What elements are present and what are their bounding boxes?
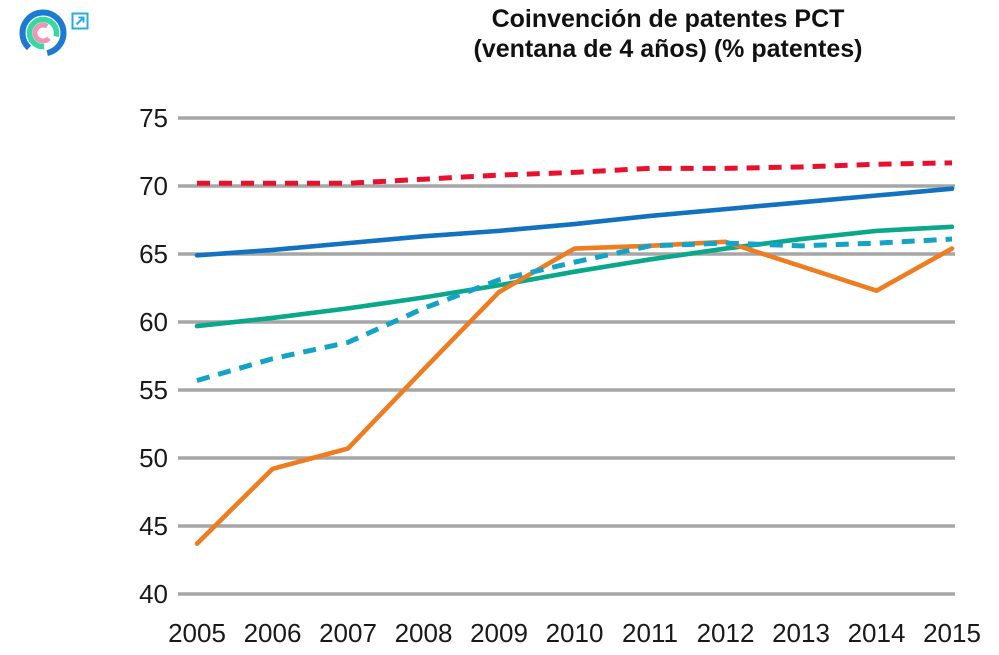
series-cyan-dashed [196,236,953,383]
chart-title-line2: (ventana de 4 años) (% patentes) [473,35,863,63]
logo-middle-ring [26,16,60,50]
series-orange-solid [194,239,955,546]
x-tick-label-2008: 2008 [395,618,453,648]
y-tick-label-55: 55 [139,375,168,405]
x-tick-label-2005: 2005 [168,618,226,648]
y-tick-label-40: 40 [139,579,168,609]
logo-inner-ring [32,22,54,44]
x-axis-tick-labels: 2005 2006 2007 2008 2009 2010 2011 2012 2013 2014… [168,618,981,648]
series-teal-solid [194,224,955,329]
chart-title: Coinvención de patentes PCT (ventana de … [338,4,998,64]
chart-title-line1: Coinvención de patentes PCT [491,5,845,33]
x-tick-label-2007: 2007 [319,618,377,648]
x-tick-label-2015: 2015 [923,618,981,648]
x-tick-label-2013: 2013 [772,618,830,648]
y-tick-label-65: 65 [139,239,168,269]
y-tick-label-45: 45 [139,511,168,541]
x-tick-label-2010: 2010 [546,618,604,648]
x-tick-label-2012: 2012 [697,618,755,648]
x-tick-label-2006: 2006 [244,618,302,648]
series-blue-solid [194,186,955,258]
series-red-dashed [197,160,953,186]
concentric-rings-logo-icon [19,9,89,57]
y-axis-tick-labels: 40 45 50 55 60 65 70 75 [139,103,168,609]
y-tick-label-75: 75 [139,103,168,133]
x-tick-label-2009: 2009 [470,618,528,648]
x-tick-label-2011: 2011 [622,618,678,648]
logo-outer-ring [19,9,67,57]
y-tick-label-50: 50 [139,443,168,473]
external-link-icon[interactable] [71,12,89,30]
y-tick-label-70: 70 [139,171,168,201]
x-tick-label-2014: 2014 [848,618,906,648]
y-tick-label-60: 60 [139,307,168,337]
logo [0,0,110,70]
